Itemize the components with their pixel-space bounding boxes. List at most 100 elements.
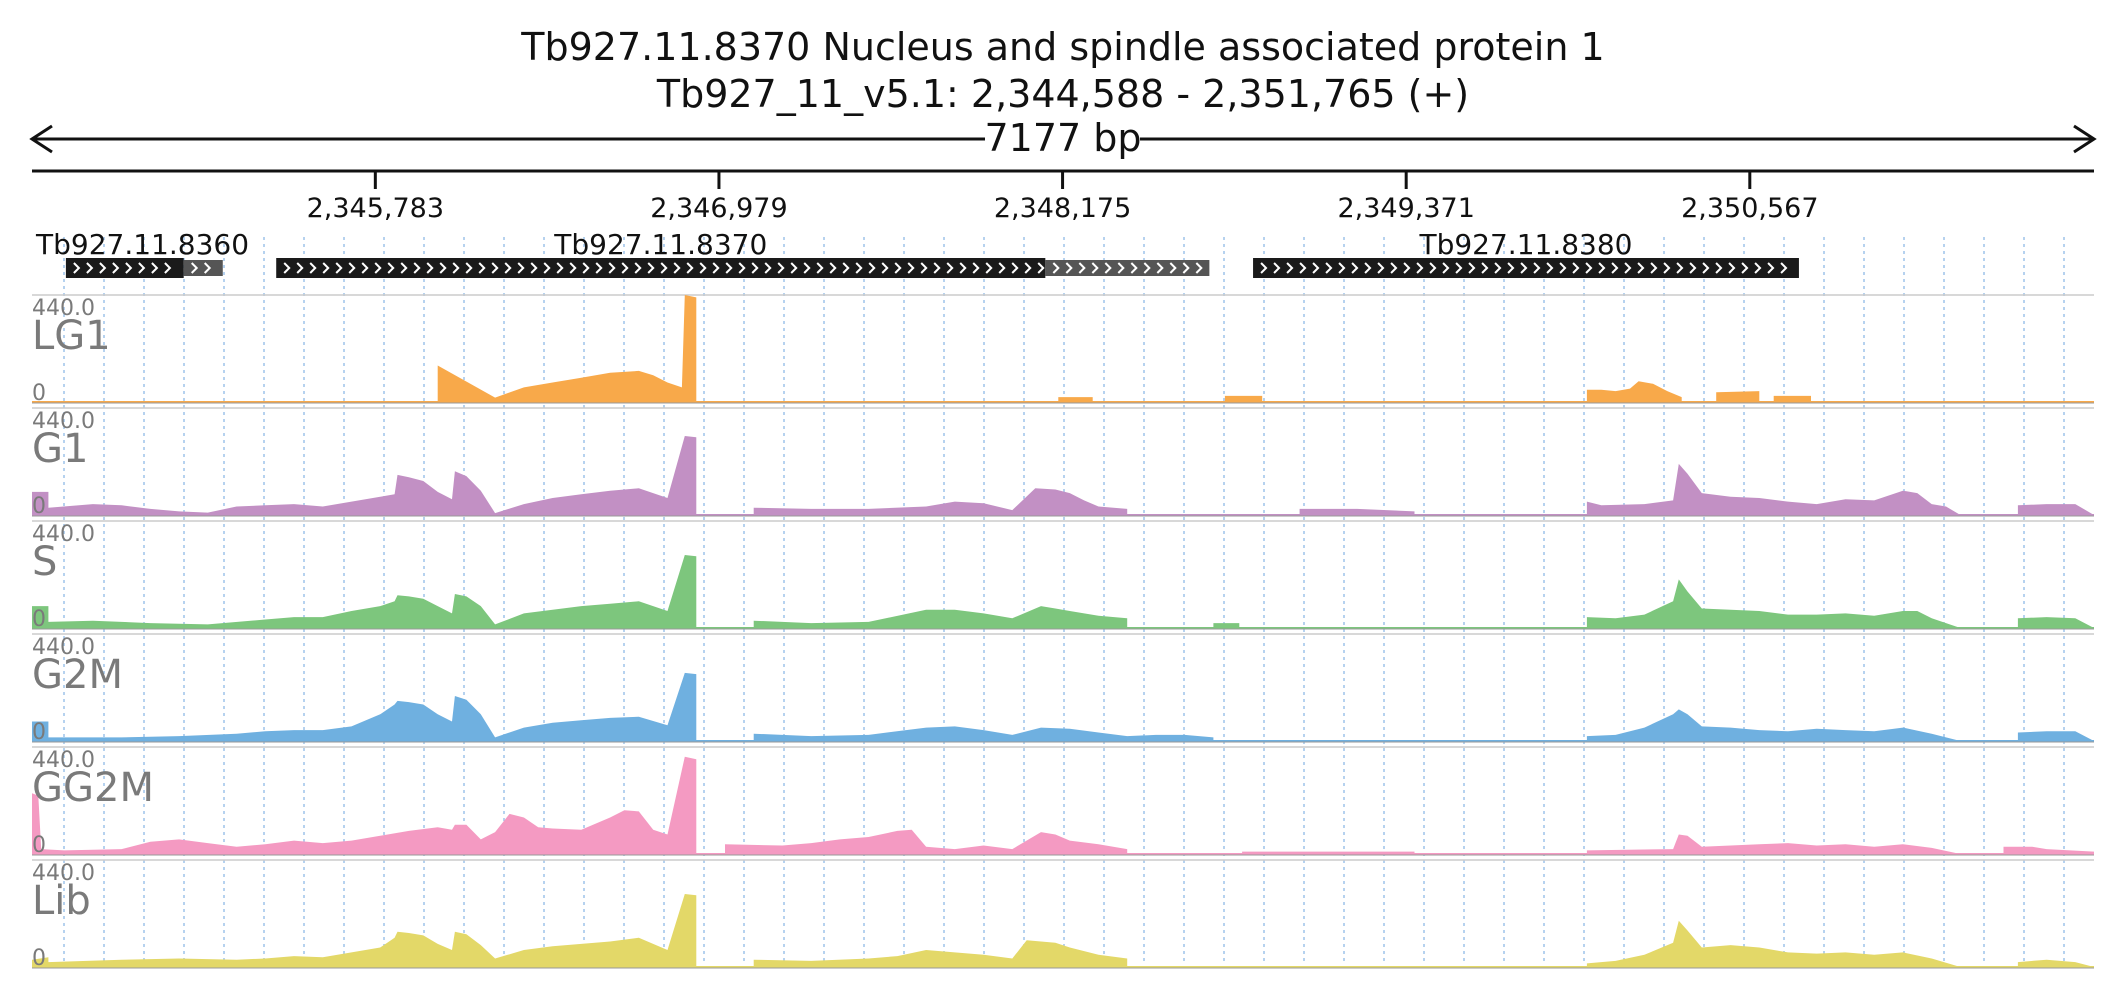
coverage-area: [64, 295, 2095, 402]
strand-chevron-icon: [543, 262, 551, 274]
strand-chevron-icon: [1611, 262, 1619, 274]
y-scale-max-label: 440.0: [32, 296, 95, 321]
coverage-area: [32, 894, 2094, 967]
strand-chevron-icon: [803, 262, 811, 274]
strand-chevron-icon: [1494, 262, 1502, 274]
strand-chevron-icon: [73, 262, 81, 274]
coverage-area: [32, 672, 2094, 741]
strand-chevron-icon: [190, 262, 199, 274]
arrow-right-icon: [2073, 124, 2097, 154]
strand-chevron-icon: [1377, 262, 1385, 274]
strand-chevron-icon: [946, 262, 954, 274]
tick-label: 2,346,979: [650, 193, 787, 224]
strand-chevron-icon: [1351, 262, 1359, 274]
gene-label: Tb927.11.8370: [553, 228, 767, 261]
track-name-label: G2M: [32, 652, 123, 698]
tick-label: 2,349,371: [1337, 193, 1474, 224]
strand-chevron-icon: [1195, 262, 1203, 274]
track-name-label: GG2M: [32, 765, 154, 811]
strand-chevron-icon: [1559, 262, 1567, 274]
strand-chevron-icon: [1182, 262, 1190, 274]
track-name-label: G1: [32, 426, 88, 472]
strand-chevron-icon: [1403, 262, 1411, 274]
strand-chevron-icon: [1754, 262, 1762, 274]
strand-chevron-icon: [1156, 262, 1164, 274]
strand-chevron-icon: [725, 262, 733, 274]
gene-Tb927.11.8380: Tb927.11.8380: [1253, 228, 1799, 278]
strand-chevron-icon: [1273, 262, 1281, 274]
strand-chevron-icon: [1650, 262, 1658, 274]
tick-label: 2,348,175: [994, 193, 1131, 224]
strand-chevron-icon: [1676, 262, 1684, 274]
strand-chevron-icon: [1572, 262, 1580, 274]
strand-chevron-icon: [426, 262, 434, 274]
strand-chevron-icon: [647, 262, 655, 274]
gene-Tb927.11.8370: Tb927.11.8370: [276, 228, 1210, 278]
strand-chevron-icon: [1299, 262, 1307, 274]
strand-chevron-icon: [1585, 262, 1593, 274]
strand-chevron-icon: [686, 262, 694, 274]
y-scale-max-label: 440.0: [32, 409, 95, 434]
strand-chevron-icon: [361, 262, 369, 274]
gene-label: Tb927.11.8360: [35, 228, 249, 261]
span-label: 7177 bp: [984, 116, 1141, 160]
arrow-left-icon: [29, 124, 53, 154]
strand-chevron-icon: [1780, 262, 1788, 274]
strand-chevron-icon: [712, 262, 720, 274]
strand-chevron-icon: [1169, 262, 1177, 274]
strand-chevron-icon: [1286, 262, 1294, 274]
track-G1: 440.0 0 G1: [32, 407, 2094, 519]
strand-chevron-icon: [309, 262, 317, 274]
tick-label: 2,345,783: [307, 193, 444, 224]
strand-chevron-icon: [517, 262, 525, 274]
y-scale-min-label: 0: [32, 381, 46, 406]
track-name-label: Lib: [32, 878, 91, 924]
strand-chevron-icon: [1507, 262, 1515, 274]
coverage-area: [32, 555, 2094, 628]
gene-track: Tb927.11.8360 Tb927.11.8370 Tb927.11.8380: [35, 228, 1799, 278]
strand-chevron-icon: [387, 262, 395, 274]
track-GG2M: 440.0 0 GG2M: [32, 746, 2094, 858]
strand-chevron-icon: [998, 262, 1006, 274]
strand-chevron-icon: [1078, 262, 1086, 274]
y-scale-max-label: 440.0: [32, 635, 95, 660]
tick-label: 2,350,567: [1681, 193, 1818, 224]
strand-chevron-icon: [1702, 262, 1710, 274]
strand-chevron-icon: [1130, 262, 1138, 274]
strand-chevron-icon: [465, 262, 473, 274]
strand-chevron-icon: [738, 262, 746, 274]
y-scale-min-label: 0: [32, 946, 46, 971]
strand-chevron-icon: [348, 262, 356, 274]
y-scale-min-label: 0: [32, 607, 46, 632]
strand-chevron-icon: [1011, 262, 1019, 274]
axis-ticks: 2,345,783 2,346,979 2,348,175 2,349,371 2,35…: [307, 171, 1819, 224]
track-S: 440.0 0 S: [32, 520, 2094, 632]
strand-chevron-icon: [881, 262, 889, 274]
strand-chevron-icon: [125, 262, 133, 274]
strand-chevron-icon: [1390, 262, 1398, 274]
strand-chevron-icon: [151, 262, 159, 274]
grid-lines: [63, 237, 2065, 965]
strand-chevron-icon: [335, 262, 343, 274]
strand-chevron-icon: [1637, 262, 1645, 274]
strand-chevron-icon: [868, 262, 876, 274]
coverage-area: [32, 756, 2094, 854]
track-LG1: 440.0 0 LG1: [32, 294, 2095, 406]
strand-chevron-icon: [322, 262, 330, 274]
strand-chevron-icon: [894, 262, 902, 274]
gene-cds-block: [65, 258, 184, 278]
strand-chevron-icon: [1533, 262, 1541, 274]
coverage-area: [32, 436, 2094, 515]
track-G2M: 440.0 0 G2M: [32, 633, 2094, 745]
y-scale-max-label: 440.0: [32, 522, 95, 547]
strand-chevron-icon: [634, 262, 642, 274]
strand-chevron-icon: [478, 262, 486, 274]
y-scale-min-label: 0: [32, 833, 46, 858]
strand-chevron-icon: [1065, 262, 1073, 274]
strand-chevron-icon: [1037, 262, 1045, 274]
chart-subtitle: Tb927_11_v5.1: 2,344,588 - 2,351,765 (+): [656, 72, 1469, 116]
strand-chevron-icon: [1520, 262, 1528, 274]
strand-chevron-icon: [842, 262, 850, 274]
strand-chevron-icon: [530, 262, 538, 274]
